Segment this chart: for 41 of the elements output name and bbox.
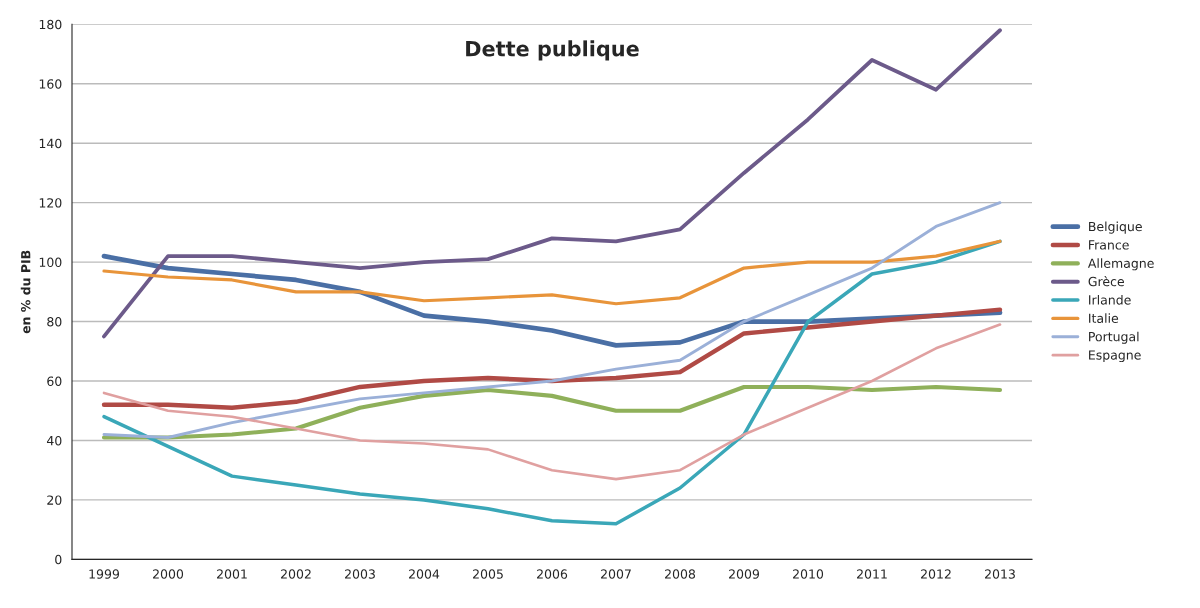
y-tick-label: 60	[47, 376, 62, 386]
line-series	[102, 201, 1002, 439]
legend-label: France	[1089, 240, 1129, 250]
y-tick-label: 160	[39, 79, 62, 89]
y-tick-label: 180	[39, 19, 62, 30]
y-tick-label: 140	[39, 138, 62, 149]
x-tick-label: 2003	[345, 569, 375, 579]
line-series	[101, 384, 1003, 440]
x-tick-label: 2012	[921, 569, 951, 579]
x-tick-label: 2007	[601, 569, 631, 579]
line-series	[102, 239, 1002, 306]
x-tick-label: 2011	[857, 569, 887, 579]
y-tick-label: 40	[46, 435, 62, 446]
x-tick-label: 2000	[153, 569, 184, 579]
x-tick-label: 2005	[473, 569, 503, 579]
y-tick-label: 20	[47, 495, 62, 505]
legend-label: Italie	[1089, 313, 1119, 323]
y-axis-title: en % du PIB	[20, 250, 31, 334]
x-tick-label: 2008	[665, 569, 696, 579]
x-tick-label: 2001	[217, 569, 247, 579]
legend-label: Allemagne	[1087, 258, 1154, 271]
y-tick-label: 120	[39, 198, 62, 208]
legend-label: Portugal	[1089, 331, 1139, 344]
x-tick-label: 2006	[537, 569, 568, 579]
line-series	[102, 28, 1002, 339]
x-tick-label: 2004	[409, 569, 440, 579]
x-tick-label: 2013	[985, 569, 1015, 579]
x-tick-label: 2002	[281, 569, 311, 579]
legend-label: Irlande	[1089, 294, 1131, 305]
line-series	[102, 323, 1002, 481]
x-tick-label: 2009	[729, 569, 760, 579]
x-tick-label: 1999	[89, 569, 120, 579]
y-tick-label: 0	[55, 554, 62, 565]
legend-label: Grèce	[1088, 276, 1124, 287]
y-tick-label: 100	[39, 257, 62, 268]
legend-label: Belgique	[1089, 221, 1142, 234]
x-tick-label: 2010	[793, 569, 824, 579]
legend-label: Espagne	[1089, 350, 1141, 363]
text: Dette publique	[466, 40, 639, 61]
y-tick-label: 80	[47, 317, 62, 327]
line-series	[101, 307, 1003, 410]
